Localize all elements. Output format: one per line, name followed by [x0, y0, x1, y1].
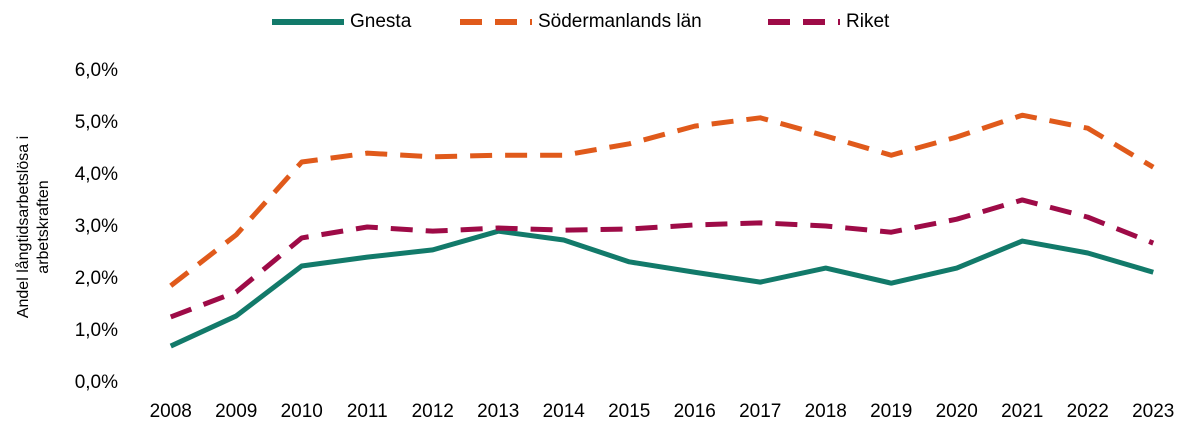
y-axis-label: Andel långtidsarbetslösa i — [14, 136, 32, 318]
y-tick-label: 0,0% — [75, 372, 118, 393]
x-tick-label: 2015 — [608, 401, 650, 422]
x-tick-label: 2011 — [347, 401, 388, 422]
legend-label: Riket — [846, 11, 890, 32]
y-tick-label: 5,0% — [75, 112, 118, 133]
x-tick-label: 2021 — [1001, 401, 1043, 422]
x-tick-label: 2022 — [1067, 401, 1109, 422]
y-tick-label: 3,0% — [75, 216, 118, 237]
x-tick-label: 2008 — [150, 401, 192, 422]
x-tick-label: 2020 — [936, 401, 978, 422]
x-tick-label: 2012 — [412, 401, 454, 422]
x-tick-label: 2010 — [281, 401, 323, 422]
x-tick-label: 2017 — [739, 401, 781, 422]
x-tick-label: 2023 — [1132, 401, 1174, 422]
y-axis-label: arbetskraften — [35, 180, 52, 273]
x-tick-label: 2018 — [805, 401, 847, 422]
series-line — [169, 228, 1154, 349]
legend-label: Södermanlands län — [538, 11, 702, 32]
x-tick-label: 2013 — [477, 401, 519, 422]
y-tick-label: 4,0% — [75, 164, 118, 185]
x-tick-label: 2019 — [870, 401, 912, 422]
series-line — [169, 197, 1155, 320]
x-tick-label: 2016 — [674, 401, 716, 422]
x-tick-label: 2014 — [543, 401, 586, 422]
legend-label: Gnesta — [350, 11, 412, 32]
series-line — [169, 112, 1155, 288]
y-tick-label: 1,0% — [75, 320, 118, 341]
y-tick-label: 6,0% — [75, 60, 118, 81]
y-tick-label: 2,0% — [75, 268, 118, 289]
x-tick-label: 2009 — [215, 401, 257, 422]
